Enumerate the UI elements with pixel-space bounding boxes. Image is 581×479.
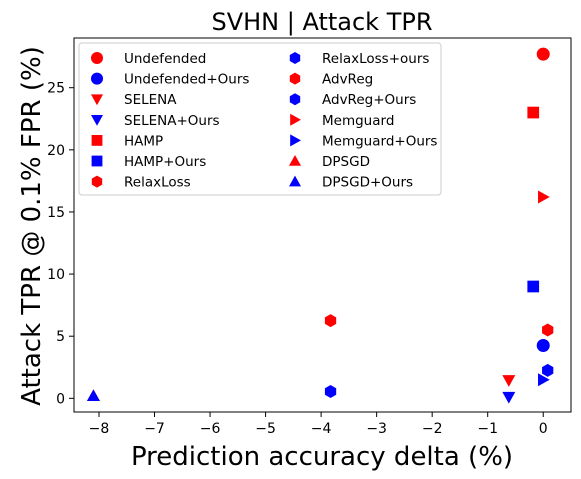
legend-marker xyxy=(91,52,103,64)
legend-marker xyxy=(289,52,301,64)
legend-marker xyxy=(289,175,301,187)
legend-marker xyxy=(289,93,301,106)
legend-marker xyxy=(289,72,301,85)
legend-label: Memguard xyxy=(322,113,394,129)
x-axis-label: Prediction accuracy delta (%) xyxy=(131,442,513,472)
data-point xyxy=(538,373,550,387)
y-tick-label: 10 xyxy=(47,267,65,283)
x-tick-label: −2 xyxy=(422,421,443,437)
legend-marker xyxy=(91,135,103,146)
data-point xyxy=(324,314,337,328)
legend-label: SELENA+Ours xyxy=(124,113,220,129)
x-tick-label: 0 xyxy=(539,421,548,437)
legend-marker xyxy=(91,115,103,126)
y-axis-label: Attack TPR @ 0.1% FPR (%) xyxy=(17,46,47,406)
data-point xyxy=(527,106,540,119)
legend-label: HAMP xyxy=(124,133,163,149)
x-tick-label: −7 xyxy=(144,421,165,437)
legend-label: AdvReg+Ours xyxy=(322,92,416,108)
legend-label: Undefended xyxy=(124,51,206,67)
legend-label: Memguard+Ours xyxy=(322,133,437,149)
data-point xyxy=(536,339,550,353)
data-point xyxy=(527,280,540,293)
data-point xyxy=(538,190,550,204)
data-point xyxy=(86,389,100,402)
legend-label: RelaxLoss xyxy=(124,175,191,191)
data-point xyxy=(324,385,337,398)
data-point xyxy=(502,375,516,387)
x-tick-label: −5 xyxy=(255,421,276,437)
legend-label: AdvReg xyxy=(322,72,373,88)
legend-label: Undefended+Ours xyxy=(124,72,249,88)
legend-marker xyxy=(91,175,103,188)
data-point xyxy=(502,391,516,404)
x-tick-label: −6 xyxy=(200,421,221,437)
legend-marker xyxy=(91,94,103,106)
legend-box xyxy=(78,42,442,196)
legend-label: DPSGD xyxy=(322,154,370,170)
x-tick-label: −3 xyxy=(366,421,387,437)
plot-area-frame xyxy=(73,37,572,413)
y-tick-label: 0 xyxy=(56,391,65,407)
y-tick-label: 20 xyxy=(47,143,65,159)
data-point xyxy=(542,323,554,337)
data-point xyxy=(542,363,554,377)
legend-label: HAMP+Ours xyxy=(124,154,206,170)
y-tick-label: 5 xyxy=(56,329,65,345)
legend-marker xyxy=(289,155,301,166)
legend: Undefended Undefended+Ours SELENA SELENA+Ou… xyxy=(78,42,442,196)
data-point xyxy=(536,47,550,61)
x-tick-label: −4 xyxy=(311,421,332,437)
legend-label: DPSGD+Ours xyxy=(322,175,413,191)
x-tick-label: −1 xyxy=(477,421,498,437)
legend-label: RelaxLoss+ours xyxy=(322,51,429,67)
y-tick-label: 25 xyxy=(47,81,65,97)
legend-marker xyxy=(91,155,103,167)
legend-label: SELENA xyxy=(124,92,177,108)
x-tick-label: −8 xyxy=(89,421,110,437)
legend-marker xyxy=(91,72,103,85)
y-tick-label: 15 xyxy=(47,205,65,221)
legend-marker xyxy=(290,134,301,147)
x-axis-ticks: −8 −7 −6 −5 −4 −3 −2 −1 0 xyxy=(89,412,548,437)
y-axis-ticks: 0 5 10 15 20 25 xyxy=(47,81,74,407)
chart-title: SVHN | Attack TPR xyxy=(211,8,432,36)
legend-marker xyxy=(290,113,301,126)
data-points xyxy=(86,47,554,404)
